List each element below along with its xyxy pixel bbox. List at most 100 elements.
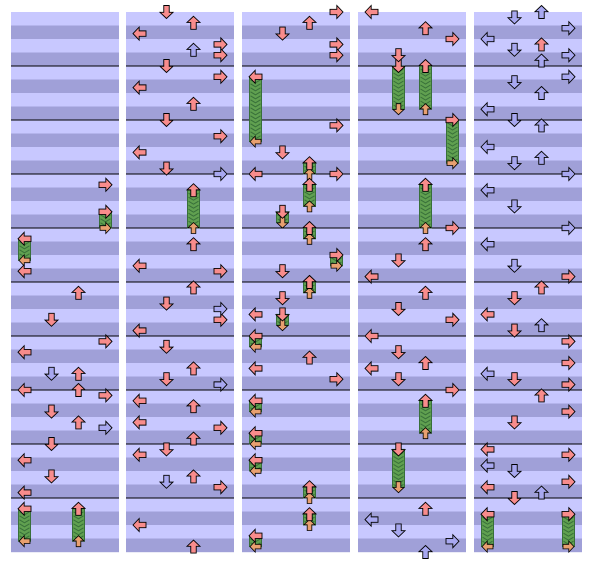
lane-stripe bbox=[11, 93, 119, 107]
right-arrow-icon bbox=[213, 166, 228, 182]
up-arrow-icon bbox=[533, 388, 550, 403]
lane-stripe bbox=[11, 255, 119, 269]
left-arrow-icon bbox=[480, 506, 495, 522]
lane-stripe bbox=[358, 268, 466, 283]
lane-stripe bbox=[474, 322, 582, 337]
down-arrow-icon bbox=[506, 199, 523, 214]
lane-stripe bbox=[474, 390, 582, 404]
lane-stripe bbox=[126, 417, 234, 431]
up-arrow-icon bbox=[185, 361, 202, 376]
hold-stripe bbox=[420, 415, 431, 420]
hold-stripe bbox=[447, 142, 458, 147]
hold-end-arrow bbox=[99, 221, 112, 235]
lane-stripe bbox=[126, 160, 234, 175]
lane-stripe bbox=[126, 376, 234, 391]
right-arrow-icon bbox=[329, 4, 344, 20]
lane-stripe bbox=[358, 255, 466, 269]
hold-stripe bbox=[19, 249, 30, 254]
lane-stripe bbox=[358, 511, 466, 526]
left-arrow-icon bbox=[17, 452, 32, 468]
hold-stripe bbox=[420, 423, 431, 428]
hold-stripe bbox=[250, 95, 261, 100]
hold-stripe bbox=[393, 76, 404, 81]
hold-stripe bbox=[19, 523, 30, 528]
lane-stripe bbox=[11, 282, 119, 296]
hold-stripe bbox=[420, 80, 431, 85]
lane-stripe bbox=[358, 120, 466, 134]
lane-stripe bbox=[474, 295, 582, 310]
down-arrow-icon bbox=[158, 113, 175, 128]
up-arrow-icon bbox=[417, 355, 434, 370]
lane-stripe bbox=[11, 25, 119, 40]
lane-stripe bbox=[11, 268, 119, 283]
down-arrow-icon bbox=[158, 474, 175, 489]
lane-stripe bbox=[126, 39, 234, 53]
up-arrow-icon bbox=[185, 539, 202, 554]
lane-stripe bbox=[11, 160, 119, 175]
hold-stripe bbox=[420, 195, 431, 200]
lane-stripe bbox=[358, 349, 466, 364]
hold-note bbox=[70, 501, 87, 548]
lane-stripe bbox=[358, 106, 466, 121]
lane-stripe bbox=[358, 417, 466, 431]
down-arrow-icon bbox=[158, 296, 175, 311]
lane-stripe bbox=[11, 201, 119, 215]
lane-stripe bbox=[126, 471, 234, 485]
lane-stripe bbox=[358, 403, 466, 418]
hold-stripe bbox=[420, 419, 431, 424]
left-arrow-icon bbox=[132, 25, 147, 42]
lane-stripe bbox=[358, 444, 466, 458]
hold-note bbox=[248, 69, 263, 149]
lane-stripe bbox=[242, 444, 350, 458]
lane-stripe bbox=[126, 187, 234, 202]
down-arrow-icon bbox=[274, 264, 291, 279]
down-arrow-icon bbox=[274, 145, 291, 160]
lane-stripe bbox=[474, 39, 582, 53]
up-arrow-icon bbox=[533, 85, 550, 100]
lane-stripe bbox=[242, 174, 350, 188]
lane-stripe bbox=[358, 39, 466, 53]
lane-stripe bbox=[126, 484, 234, 499]
left-arrow-icon bbox=[480, 236, 495, 252]
up-arrow-icon bbox=[185, 42, 202, 57]
down-arrow-icon bbox=[506, 491, 523, 506]
lane-stripe bbox=[474, 268, 582, 283]
right-arrow-icon bbox=[213, 376, 228, 393]
lane-stripe bbox=[358, 93, 466, 107]
lane-stripe bbox=[242, 295, 350, 310]
hold-note bbox=[248, 452, 263, 478]
lane-stripe bbox=[358, 52, 466, 67]
left-arrow-icon bbox=[132, 517, 147, 533]
hold-note bbox=[301, 220, 318, 245]
lane-stripe bbox=[242, 430, 350, 445]
lane-stripe bbox=[474, 214, 582, 229]
lane-stripe bbox=[126, 106, 234, 121]
hold-stripe bbox=[393, 80, 404, 85]
hold-stripe bbox=[19, 245, 30, 250]
left-arrow-icon bbox=[480, 366, 495, 382]
lane-stripe bbox=[126, 228, 234, 242]
lane-stripe bbox=[474, 417, 582, 431]
down-arrow-icon bbox=[43, 437, 60, 452]
right-arrow-icon bbox=[445, 31, 460, 47]
up-arrow-icon bbox=[301, 350, 318, 365]
hold-stripe bbox=[393, 72, 404, 77]
lane-stripe bbox=[358, 214, 466, 229]
hold-note bbox=[274, 307, 291, 332]
lane-stripe bbox=[242, 457, 350, 472]
lane-stripe bbox=[358, 201, 466, 215]
lane-stripe bbox=[242, 39, 350, 53]
left-arrow-icon bbox=[132, 447, 147, 463]
hold-stripe bbox=[420, 215, 431, 220]
lane-stripe bbox=[474, 363, 582, 377]
lane-stripe bbox=[11, 228, 119, 242]
hold-stripe bbox=[188, 208, 199, 213]
lane-stripe bbox=[11, 444, 119, 458]
lane-stripe bbox=[358, 282, 466, 296]
left-arrow-icon bbox=[132, 414, 147, 431]
lane-stripe bbox=[11, 309, 119, 323]
lane-stripe bbox=[11, 376, 119, 391]
lane-stripe bbox=[242, 511, 350, 526]
lane-stripe bbox=[358, 363, 466, 377]
lane-stripe bbox=[126, 363, 234, 377]
